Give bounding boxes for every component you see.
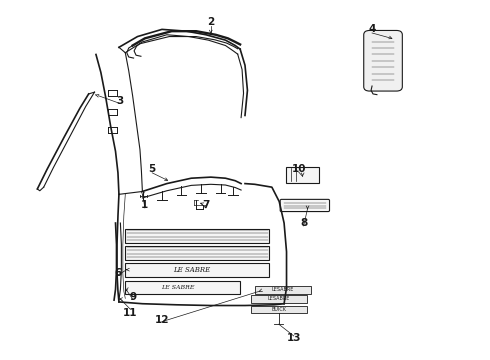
FancyBboxPatch shape bbox=[286, 167, 319, 183]
Text: LE SABRE: LE SABRE bbox=[161, 285, 195, 290]
Text: 7: 7 bbox=[202, 200, 210, 210]
Text: 6: 6 bbox=[114, 268, 122, 278]
Text: LESABRE: LESABRE bbox=[268, 296, 290, 301]
Bar bbox=[255, 286, 311, 294]
Text: 13: 13 bbox=[287, 333, 301, 343]
Bar bbox=[125, 246, 270, 260]
Text: 4: 4 bbox=[368, 24, 376, 35]
Text: 8: 8 bbox=[300, 218, 307, 228]
Text: 9: 9 bbox=[129, 292, 136, 302]
Text: LE SABRE: LE SABRE bbox=[172, 266, 210, 274]
Text: 1: 1 bbox=[141, 200, 148, 210]
Bar bbox=[125, 229, 270, 243]
Text: 2: 2 bbox=[207, 17, 215, 27]
Text: 3: 3 bbox=[117, 96, 124, 106]
FancyBboxPatch shape bbox=[364, 31, 402, 91]
Text: BUICK: BUICK bbox=[271, 307, 286, 312]
Text: 5: 5 bbox=[148, 164, 156, 174]
FancyBboxPatch shape bbox=[280, 199, 330, 212]
Text: 12: 12 bbox=[155, 315, 169, 325]
Text: 10: 10 bbox=[292, 164, 306, 174]
Bar bbox=[125, 263, 270, 277]
Bar bbox=[251, 306, 307, 314]
Bar bbox=[251, 295, 307, 303]
Text: 11: 11 bbox=[123, 308, 137, 318]
Bar bbox=[125, 282, 240, 294]
Text: LESABRE: LESABRE bbox=[271, 287, 294, 292]
